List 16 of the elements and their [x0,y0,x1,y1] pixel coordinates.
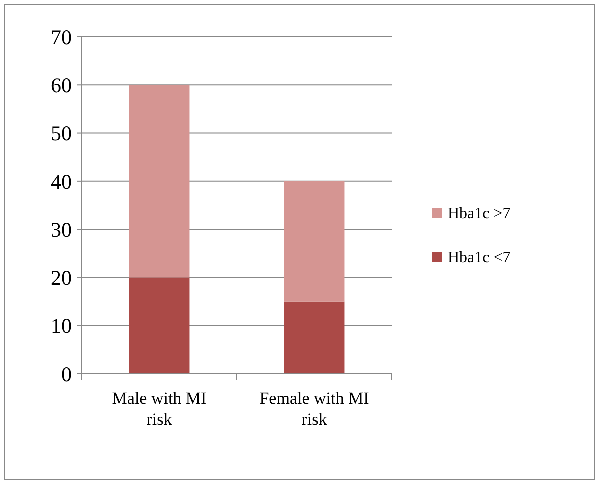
x-tick-label: Male with MI risk [112,389,208,429]
y-tick-label: 0 [62,362,72,386]
bar [284,302,345,374]
bar [129,85,190,278]
y-tick-label: 20 [51,266,72,290]
legend-label: Hba1c <7 [448,250,511,267]
y-tick-label: 50 [51,122,72,146]
y-tick-label: 60 [51,73,72,98]
y-tick-label: 10 [51,314,72,338]
y-tick-label: 70 [51,25,72,50]
y-tick-label: 30 [51,218,72,242]
y-tick-label: 40 [51,170,72,194]
bar [284,181,345,302]
legend-label: Hba1c >7 [448,206,511,223]
bar [129,278,190,374]
x-tick-label: Female with MI risk [260,389,370,429]
